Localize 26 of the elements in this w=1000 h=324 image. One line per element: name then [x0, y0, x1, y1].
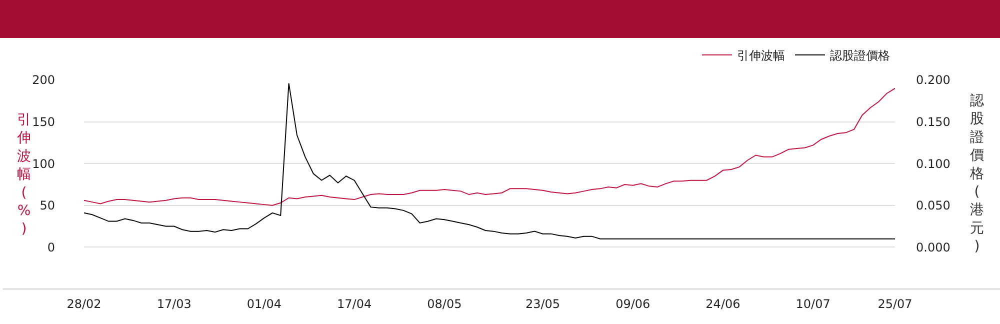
- line-series: [84, 82, 895, 240]
- x-tick-label: 08/05: [427, 297, 462, 311]
- x-tick-label: 28/02: [66, 297, 102, 311]
- y-tick-label: 50: [40, 198, 55, 213]
- y-tick-label: 150: [32, 115, 55, 129]
- y-axis-title: 引伸波幅(%): [16, 112, 31, 238]
- x-tick-label: 23/05: [525, 297, 560, 311]
- x-tick-label: 24/06: [706, 297, 740, 311]
- x-tick-label: 17/03: [156, 297, 192, 311]
- y-tick-label: 100: [32, 156, 55, 171]
- text: 認股證價格(港元): [970, 93, 984, 255]
- y2-tick-label: 0.050: [916, 198, 950, 213]
- y2-tick-label: 0.200: [916, 73, 950, 88]
- y2-tick-label: 0.150: [916, 115, 950, 129]
- y-tick-label: 200: [32, 73, 55, 88]
- x-tick-label: 17/04: [337, 297, 372, 311]
- legend-label: 認股證價格: [830, 48, 890, 63]
- x-tick-label: 10/07: [796, 297, 830, 311]
- y2-tick-label: 0.000: [916, 240, 950, 254]
- line-series: [84, 88, 895, 206]
- x-tick-label: 01/04: [246, 297, 282, 311]
- y2-tick-label: 0.100: [916, 156, 950, 171]
- x-tick-label: 25/07: [878, 297, 912, 311]
- legend-label: 引伸波幅: [737, 48, 785, 63]
- x-tick-label: 09/06: [616, 297, 650, 311]
- y-tick-label: 0: [47, 240, 55, 254]
